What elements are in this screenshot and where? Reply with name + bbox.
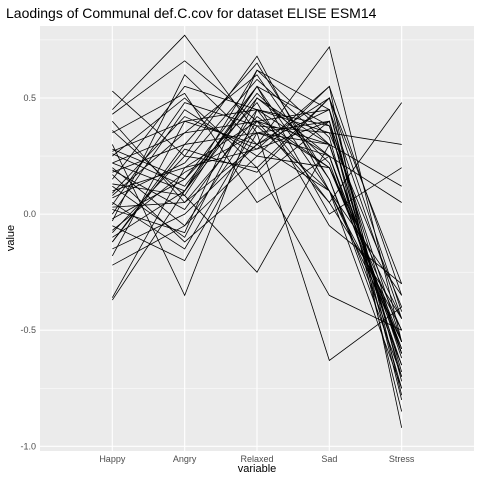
x-tick-label: Relaxed <box>240 454 273 464</box>
series-line <box>112 102 403 389</box>
series-line <box>112 155 402 331</box>
series-line <box>111 74 403 331</box>
series-line <box>112 109 403 373</box>
y-axis-title: value <box>5 225 17 251</box>
x-axis-title: variable <box>238 463 277 475</box>
series-line <box>112 69 403 401</box>
series-line <box>112 85 403 296</box>
y-tick-label: -1.0 <box>20 441 36 451</box>
y-tick-label: 0.5 <box>23 93 36 103</box>
series-line <box>112 92 403 354</box>
series-line <box>112 132 403 349</box>
x-tick-label: Happy <box>99 454 126 464</box>
series-line <box>112 120 403 342</box>
series-line <box>112 78 402 199</box>
x-tick-label: Sad <box>321 454 337 464</box>
series-line <box>112 120 403 319</box>
x-tick-label: Angry <box>173 454 197 464</box>
series-line <box>112 97 402 238</box>
series-line <box>112 101 402 285</box>
series-line <box>112 97 403 312</box>
x-tick-labels: Happy Angry Relaxed Sad Stress <box>99 454 415 464</box>
series-line <box>112 155 403 319</box>
series-lines <box>111 34 403 428</box>
y-tick-label: 0.0 <box>23 209 36 219</box>
x-tick-label: Stress <box>389 454 415 464</box>
y-tick-labels: -1.0 -0.5 0.0 0.5 <box>20 93 36 451</box>
chart-title: Laodings of Communal def.C.cov for datas… <box>6 5 377 21</box>
y-tick-label: -0.5 <box>20 325 36 335</box>
